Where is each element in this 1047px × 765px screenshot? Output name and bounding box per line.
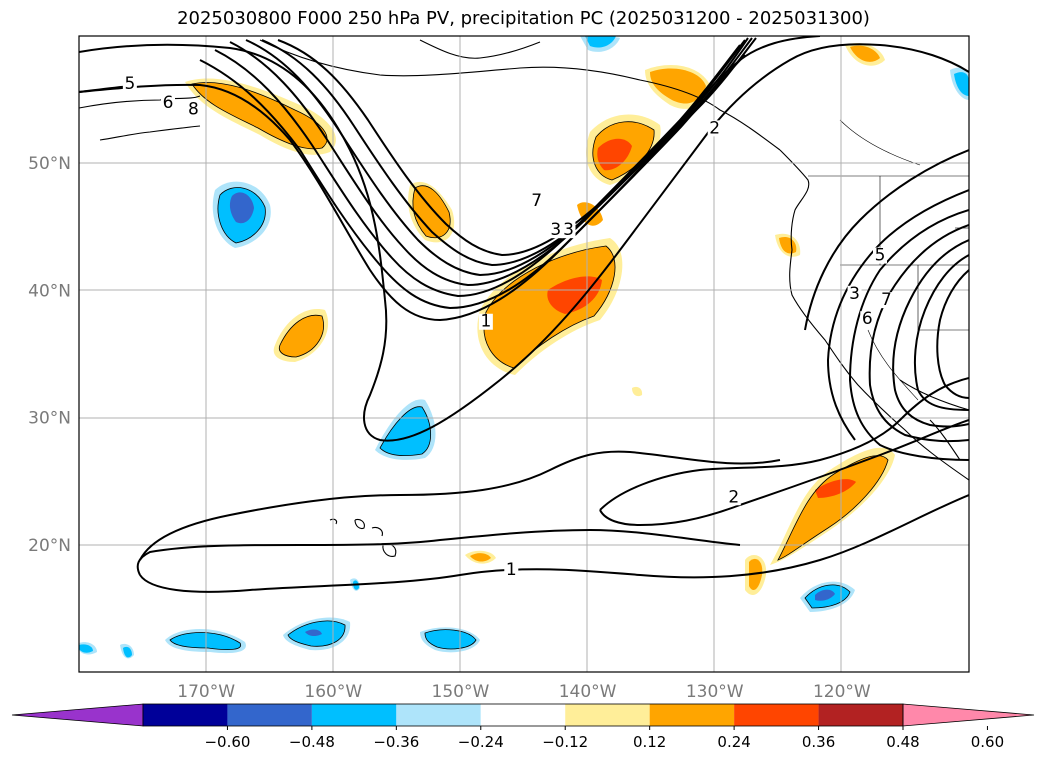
colorbar-segment <box>143 704 228 726</box>
contour-label: 1 <box>480 312 491 332</box>
contour-label: 2 <box>709 118 720 138</box>
contour-label-bg <box>847 285 862 302</box>
colorbar-extend-high <box>902 703 1035 727</box>
colorbar-label: 0.48 <box>886 733 919 751</box>
colorbar-segment <box>818 704 903 726</box>
colorbar-segment <box>311 704 397 726</box>
contour-label-bg <box>879 292 894 309</box>
contour-label-bg <box>122 75 137 92</box>
lat-tick-label: 20°N <box>28 536 71 556</box>
colorbar-label: −0.24 <box>458 733 504 751</box>
colorbar-segment <box>396 704 481 726</box>
contour-label: 6 <box>163 93 174 113</box>
contour-label-bg <box>561 222 576 239</box>
lon-tick-label: 170°W <box>177 682 235 702</box>
colorbar-extend-low <box>11 703 144 727</box>
colorbar-label: 0.12 <box>633 733 666 751</box>
lat-tick-label: 40°N <box>28 281 71 301</box>
colorbar-segment <box>734 704 819 726</box>
contour-label-bg <box>161 94 175 111</box>
contour-label-bg <box>186 101 201 118</box>
contour-label: 3 <box>550 220 561 240</box>
contour-label: 1 <box>506 560 517 580</box>
lon-tick-label: 120°W <box>813 682 871 702</box>
contour-label: 7 <box>531 191 542 211</box>
contour-label-bg <box>726 489 741 506</box>
map-title: 2025030800 F000 250 hPa PV, precipitatio… <box>177 8 870 29</box>
colorbar-segment <box>649 704 735 726</box>
lat-tick-label: 50°N <box>28 154 71 174</box>
precip-edges <box>169 82 889 650</box>
latitude-ticks: 20°N 30°N 40°N 50°N <box>28 154 71 556</box>
colorbar-label: −0.48 <box>289 733 335 751</box>
gridlines <box>79 36 969 672</box>
longitude-ticks: 170°W 160°W 150°W 140°W 130°W 120°W <box>177 682 871 702</box>
lon-tick-label: 150°W <box>432 682 490 702</box>
contour-label-bg <box>873 247 887 264</box>
colorbar-segment <box>227 704 312 726</box>
colorbar-label: −0.36 <box>373 733 419 751</box>
colorbar-label: 0.36 <box>802 733 835 751</box>
pv-contours <box>79 36 969 593</box>
colorbar-segment <box>480 704 566 726</box>
contour-label-bg <box>529 192 544 209</box>
colorbar: −0.60 −0.48 −0.36 −0.24 −0.12 0.12 0.24 0.36 0.4… <box>11 703 1035 751</box>
lat-tick-label: 30°N <box>28 409 71 429</box>
contour-label-bg <box>478 313 493 330</box>
contour-label-bg <box>707 120 722 137</box>
colorbar-label: −0.12 <box>542 733 588 751</box>
colorbar-segment <box>565 704 650 726</box>
contour-label: 3 <box>563 220 574 240</box>
contour-label: 3 <box>849 284 860 304</box>
contour-label: 8 <box>188 99 199 119</box>
map-frame <box>78 35 970 673</box>
contour-label-bg <box>504 561 519 578</box>
colorbar-outline <box>142 703 904 727</box>
contour-label: 5 <box>124 74 135 94</box>
contour-label: 2 <box>728 487 739 507</box>
colorbar-label: 0.24 <box>717 733 750 751</box>
contour-label-bg <box>860 311 875 328</box>
lon-tick-label: 140°W <box>559 682 617 702</box>
contour-label-bg <box>548 222 563 239</box>
precip-shading <box>79 36 969 659</box>
colorbar-label: 0.60 <box>971 733 1004 751</box>
colorbar-label: −0.60 <box>204 733 250 751</box>
coastlines <box>79 39 969 557</box>
contour-label: 7 <box>881 290 892 310</box>
lon-tick-label: 130°W <box>686 682 744 702</box>
contour-label: 5 <box>875 246 886 266</box>
lon-tick-label: 160°W <box>304 682 362 702</box>
contour-label: 6 <box>862 309 873 329</box>
